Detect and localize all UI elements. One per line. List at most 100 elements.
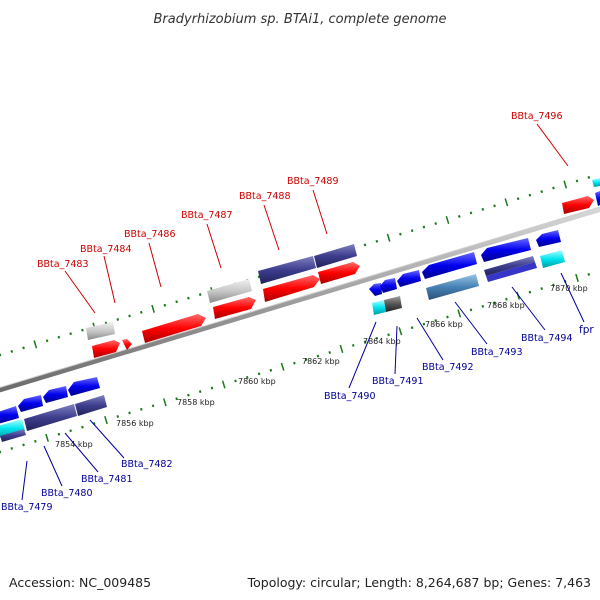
minor-tick: [175, 397, 178, 401]
gene-label[interactable]: BBta_7492: [422, 362, 474, 373]
gene-feature[interactable]: [372, 300, 386, 315]
gene-feature[interactable]: [314, 244, 357, 268]
minor-tick: [481, 207, 485, 211]
gene-feature[interactable]: [536, 230, 561, 247]
gene-label[interactable]: BBta_7490: [324, 391, 376, 402]
gene-label[interactable]: BBta_7486: [124, 229, 176, 240]
gene-feature[interactable]: [0, 429, 26, 442]
minor-tick: [81, 425, 84, 429]
minor-tick: [187, 296, 190, 300]
minor-tick: [81, 328, 84, 332]
minor-tick: [505, 297, 508, 301]
accession-label: Accession: NC_009485: [9, 575, 151, 590]
minor-tick: [175, 300, 178, 304]
minor-tick: [434, 222, 438, 225]
minor-tick: [552, 283, 555, 287]
gene-label[interactable]: BBta_7482: [121, 459, 173, 470]
minor-tick: [128, 411, 131, 415]
minor-tick: [45, 339, 49, 343]
gene-label[interactable]: BBta_7480: [41, 488, 93, 499]
gene-feature[interactable]: [0, 406, 19, 424]
gene-feature[interactable]: [397, 270, 421, 287]
gene-feature[interactable]: [18, 395, 43, 412]
gene-label[interactable]: BBta_7496: [511, 111, 563, 122]
gene-feature[interactable]: [258, 256, 316, 284]
tick-labels: 7854 kbp 7856 kbp 7858 kbp 7860 kbp 7862…: [55, 284, 588, 449]
gene-label[interactable]: BBta_7484: [80, 244, 132, 255]
minor-tick: [34, 439, 37, 443]
minor-tick: [140, 407, 143, 411]
gene-feature[interactable]: [86, 322, 115, 340]
gene-label[interactable]: BBta_7487: [181, 210, 233, 221]
gene-feature[interactable]: [0, 419, 25, 438]
minor-tick: [116, 415, 120, 418]
gene-feature[interactable]: [481, 238, 531, 262]
major-tick: [221, 380, 226, 389]
minor-tick: [257, 275, 261, 279]
gene-feature[interactable]: [540, 250, 565, 268]
tick-label: 7864 kbp: [363, 337, 401, 346]
major-tick: [563, 180, 568, 189]
gene-label[interactable]: BBta_7481: [81, 474, 133, 485]
minor-tick: [198, 293, 202, 297]
tick-label: 7870 kbp: [550, 284, 588, 293]
gene-feature[interactable]: [422, 252, 477, 279]
minor-tick: [587, 175, 591, 179]
gene-feature[interactable]: [318, 262, 360, 284]
minor-tick: [163, 303, 167, 307]
minor-tick: [410, 326, 414, 330]
major-tick: [457, 309, 462, 318]
reverse-gene-labels: BBta_7479 BBta_7480 BBta_7481 BBta_7482 …: [1, 324, 594, 513]
major-tick: [33, 340, 38, 349]
minor-tick: [363, 340, 367, 344]
gene-feature[interactable]: [380, 278, 397, 293]
gene-label[interactable]: BBta_7479: [1, 502, 53, 513]
minor-tick: [128, 314, 131, 318]
gene-feature[interactable]: [142, 314, 206, 343]
major-tick: [280, 362, 285, 371]
gene-feature[interactable]: [369, 283, 382, 296]
minor-tick: [493, 204, 496, 208]
gene-label[interactable]: BBta_7489: [287, 176, 339, 187]
gene-label[interactable]: fpr: [579, 324, 594, 336]
gene-feature[interactable]: [43, 386, 68, 403]
major-tick: [104, 415, 108, 425]
gene-feature[interactable]: [213, 297, 256, 319]
major-tick: [398, 327, 403, 336]
gene-label[interactable]: BBta_7493: [471, 347, 523, 358]
gene-feature[interactable]: [68, 377, 100, 396]
minor-tick: [540, 190, 543, 194]
gene-label[interactable]: BBta_7494: [521, 333, 573, 344]
minor-tick: [269, 368, 273, 372]
gene-feature[interactable]: [207, 279, 252, 303]
gene-feature[interactable]: [595, 191, 600, 206]
gene-feature[interactable]: [75, 395, 107, 416]
major-tick: [45, 433, 49, 442]
gene-feature[interactable]: [122, 339, 132, 350]
gene-feature[interactable]: [486, 262, 537, 282]
gene-feature[interactable]: [562, 196, 594, 214]
minor-tick: [375, 239, 379, 243]
gene-feature[interactable]: [384, 296, 402, 312]
major-tick: [445, 215, 450, 225]
gene-feature[interactable]: [592, 178, 600, 187]
gene-label[interactable]: BBta_7483: [37, 259, 89, 270]
minor-tick: [540, 287, 543, 291]
minor-tick: [351, 343, 355, 347]
minor-tick: [387, 333, 390, 337]
gene-feature[interactable]: [426, 274, 479, 300]
gene-feature[interactable]: [263, 275, 320, 302]
minor-tick: [575, 179, 579, 183]
minor-tick: [151, 404, 155, 408]
minor-tick: [210, 386, 214, 390]
major-tick: [151, 304, 155, 313]
gene-label[interactable]: BBta_7488: [239, 191, 291, 202]
gene-feature[interactable]: [484, 256, 535, 276]
minor-tick: [304, 358, 308, 362]
gene-feature[interactable]: [24, 404, 77, 431]
minor-tick: [22, 443, 25, 447]
minor-tick: [245, 375, 249, 379]
gene-feature[interactable]: [92, 340, 120, 358]
gene-label[interactable]: BBta_7491: [372, 376, 424, 387]
